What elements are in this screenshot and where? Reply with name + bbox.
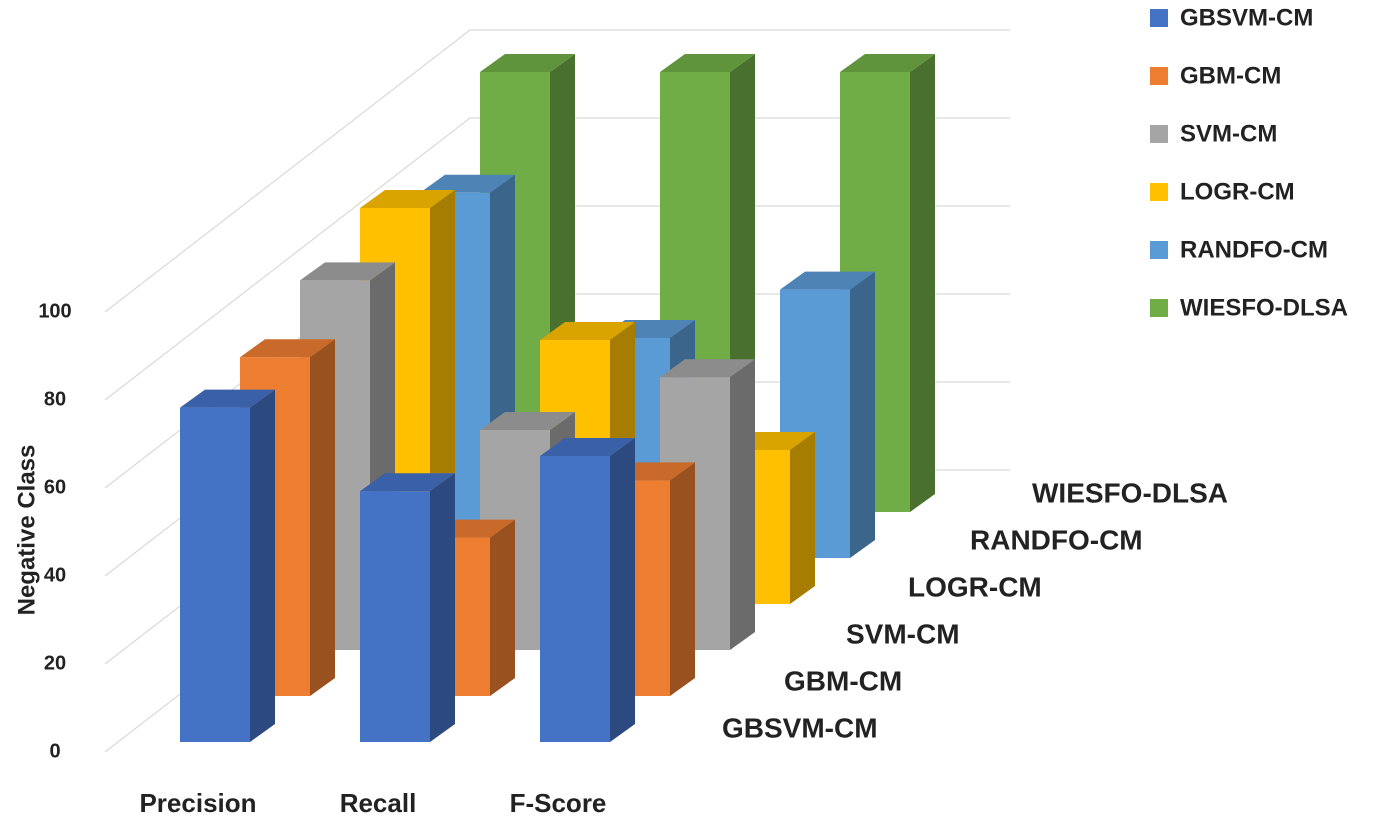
y-tick-label: 80 (44, 388, 66, 410)
bar-top (180, 389, 275, 408)
bar-top (360, 473, 455, 492)
legend-swatch (1150, 299, 1168, 317)
bar-top (480, 412, 575, 430)
row-label: GBSVM-CM (722, 712, 878, 743)
bar-top (420, 174, 515, 193)
bar-top (660, 54, 755, 72)
bar-top (540, 438, 635, 456)
bar-top (540, 322, 635, 340)
y-tick-label: 20 (44, 652, 66, 674)
row-label: WIESFO-DLSA (1032, 477, 1228, 508)
legend-label: GBM-CM (1180, 62, 1281, 89)
legend-swatch (1150, 183, 1168, 201)
row-label: LOGR-CM (908, 571, 1042, 602)
bar-side (670, 462, 695, 696)
grid-line (104, 29, 1010, 313)
bar-top (240, 339, 335, 358)
bar-side (730, 359, 755, 650)
x-tick-label: Recall (340, 788, 417, 818)
bar-top (780, 271, 875, 290)
bar-top (840, 54, 935, 72)
y-tick-label: 60 (44, 476, 66, 498)
row-label: RANDFO-CM (970, 524, 1143, 555)
legend-swatch (1150, 67, 1168, 85)
row-label: SVM-CM (846, 618, 960, 649)
bar-side (430, 473, 455, 742)
legend-swatch (1150, 9, 1168, 27)
bar (540, 456, 610, 742)
legend-label: GBSVM-CM (1180, 4, 1313, 31)
bar (360, 491, 430, 742)
y-tick-label: 100 (38, 300, 71, 322)
bar-top (360, 190, 455, 208)
bar-side (490, 519, 515, 696)
legend-label: SVM-CM (1180, 120, 1277, 147)
bar-side (910, 54, 935, 512)
y-axis-title: Negative Class (13, 445, 40, 616)
x-tick-label: Precision (139, 788, 256, 818)
legend-swatch (1150, 241, 1168, 259)
x-tick-label: F-Score (510, 788, 607, 818)
y-tick-label: 0 (49, 740, 60, 762)
bar-top (660, 359, 755, 378)
bar-side (610, 438, 635, 742)
bar-side (790, 432, 815, 604)
legend-label: RANDFO-CM (1180, 236, 1328, 263)
bar-side (850, 271, 875, 558)
legend-label: WIESFO-DLSA (1180, 294, 1348, 321)
bar (180, 407, 250, 742)
row-label: GBM-CM (784, 665, 902, 696)
bar-side (310, 339, 335, 696)
legend-label: LOGR-CM (1180, 178, 1295, 205)
bar-top (300, 262, 395, 281)
bar-top (480, 54, 575, 72)
legend-swatch (1150, 125, 1168, 143)
bar-side (250, 389, 275, 742)
grid-line (104, 117, 1010, 401)
y-tick-label: 40 (44, 564, 66, 586)
